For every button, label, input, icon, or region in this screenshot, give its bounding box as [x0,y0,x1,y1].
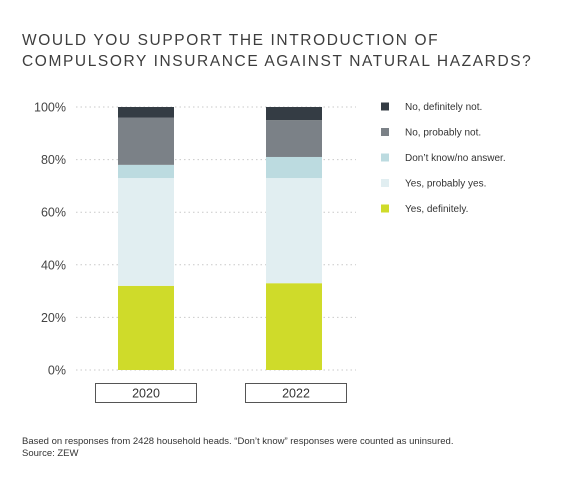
legend-label: No, probably not. [405,128,481,139]
bar-segment [266,120,322,157]
chart-title: WOULD YOU SUPPORT THE INTRODUCTION OF CO… [22,32,533,70]
legend-label: Don’t know/no answer. [405,153,506,164]
bar-segment [266,178,322,284]
bars [118,107,322,370]
legend-label: Yes, probably yes. [405,179,486,190]
category-label: 2020 [132,387,160,401]
y-tick-label: 0% [48,364,66,378]
legend-swatch [381,179,389,187]
bar-segment [118,107,174,118]
bar-segment [266,283,322,370]
category-box [245,383,347,403]
category-label: 2022 [282,387,310,401]
bar-segment [118,164,174,179]
legend-label: No, definitely not. [405,102,482,113]
legend-swatch [381,153,389,162]
legend-swatch [381,128,389,136]
gridlines [76,106,356,371]
source-text: Source: ZEW [22,448,79,459]
legend-label: Yes, definitely. [405,204,468,215]
bar-segment [266,156,322,179]
bar-segment [118,117,174,165]
bar-segment [118,285,174,370]
legend: No, definitely not. No, probably not. Don’… [381,102,506,215]
y-tick-label: 20% [41,311,66,325]
y-tick-label: 60% [41,206,66,220]
legend-swatch [381,204,389,213]
y-tick-label: 100% [34,101,66,115]
y-tick-label: 40% [41,258,66,272]
footnote-text: Based on responses from 2428 household h… [22,436,454,447]
y-tick-label: 80% [41,153,66,167]
bar-segment [266,107,322,121]
legend-swatch [381,102,389,111]
category-box [95,383,197,403]
footnote: Based on responses from 2428 household h… [22,436,562,460]
category-labels: 2020 2022 [95,383,347,403]
y-axis-ticks: 0% 20% 40% 60% 80% 100% [34,101,66,378]
bar-segment [118,178,174,286]
